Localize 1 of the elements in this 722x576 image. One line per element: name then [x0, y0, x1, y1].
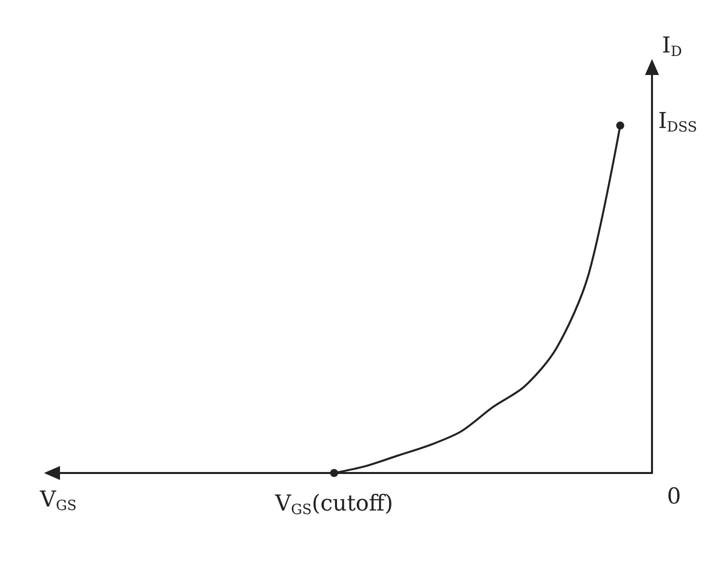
text: 0	[667, 484, 681, 510]
